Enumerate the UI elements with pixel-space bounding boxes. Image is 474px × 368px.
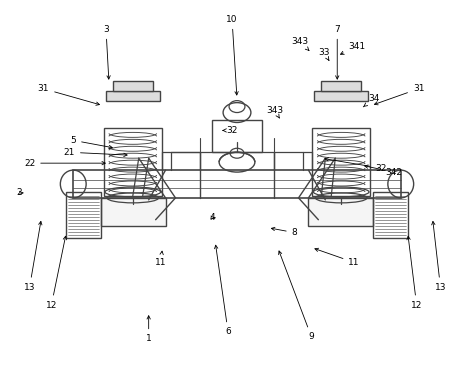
Bar [373,192,408,238]
Text: 4: 4 [210,213,215,222]
Bar [113,81,153,91]
Text: 342: 342 [365,165,402,177]
Text: 11: 11 [155,251,166,267]
Text: 11: 11 [315,248,360,267]
Text: 13: 13 [432,222,446,292]
Text: 341: 341 [340,42,365,54]
Text: 6: 6 [215,245,231,336]
Text: 10: 10 [226,15,238,95]
Text: 13: 13 [24,222,42,292]
Bar [104,128,162,196]
Text: 5: 5 [70,136,112,149]
Text: 32: 32 [325,158,387,173]
Text: 343: 343 [291,36,309,50]
Bar [312,128,370,196]
Text: 21: 21 [64,148,127,157]
Text: 343: 343 [266,106,283,118]
Bar [309,198,373,226]
Text: 1: 1 [146,316,152,343]
Text: 3: 3 [103,25,110,79]
Bar [212,120,262,152]
Text: 9: 9 [279,251,314,342]
Text: 31: 31 [38,84,100,105]
Bar [73,170,401,198]
Text: 12: 12 [46,236,66,309]
Text: 32: 32 [223,126,238,135]
Bar [106,91,160,100]
Bar [66,192,101,238]
Text: 2: 2 [17,188,23,198]
Text: 12: 12 [407,236,422,309]
Bar [314,91,368,100]
Text: 34: 34 [363,94,380,107]
Text: 22: 22 [24,159,105,168]
Text: 31: 31 [374,84,424,105]
Text: 8: 8 [272,227,298,237]
Text: 33: 33 [319,49,330,60]
Bar [101,198,165,226]
Bar [321,81,361,91]
Text: 7: 7 [334,25,340,79]
